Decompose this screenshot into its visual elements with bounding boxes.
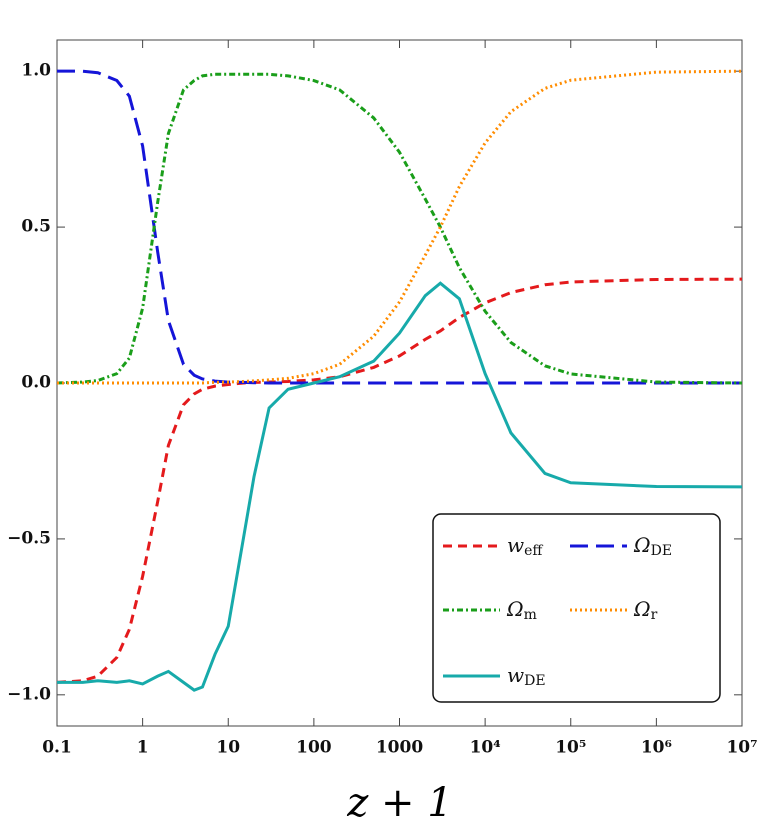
y-tick-label: −1.0: [7, 684, 51, 704]
x-tick-label: 10⁶: [641, 738, 672, 758]
x-tick-label: 10⁷: [726, 738, 757, 758]
data-line: [56, 277, 743, 684]
x-tick-label: 100: [296, 738, 332, 758]
data-line: [57, 281, 743, 692]
legend-label: Ωr: [633, 597, 658, 624]
legend-label: ΩDE: [633, 533, 672, 560]
x-tick-label: 1000: [376, 738, 423, 758]
legend-label: Ωm: [506, 597, 537, 624]
legend: weff ΩDE Ωm Ωr wDE: [432, 513, 721, 703]
legend-box: [432, 513, 721, 703]
y-tick-label: −0.5: [7, 528, 51, 548]
legend-label: wDE: [507, 663, 546, 690]
x-tick-label: 10⁴: [470, 738, 501, 758]
y-tick-label: 0.0: [21, 373, 51, 393]
legend-label: weff: [507, 533, 543, 560]
x-tick-label: 10: [216, 738, 240, 758]
y-tick-label: 1.0: [21, 61, 51, 81]
data-line: [56, 72, 743, 385]
data-line: [57, 69, 742, 385]
x-tick-label: 0.1: [42, 738, 72, 758]
y-tick-label: 0.5: [21, 217, 51, 237]
x-tick-label: 1: [137, 738, 149, 758]
data-line: [57, 69, 743, 385]
x-axis-label: z + 1: [346, 780, 452, 826]
x-tick-label: 10⁵: [555, 738, 586, 758]
